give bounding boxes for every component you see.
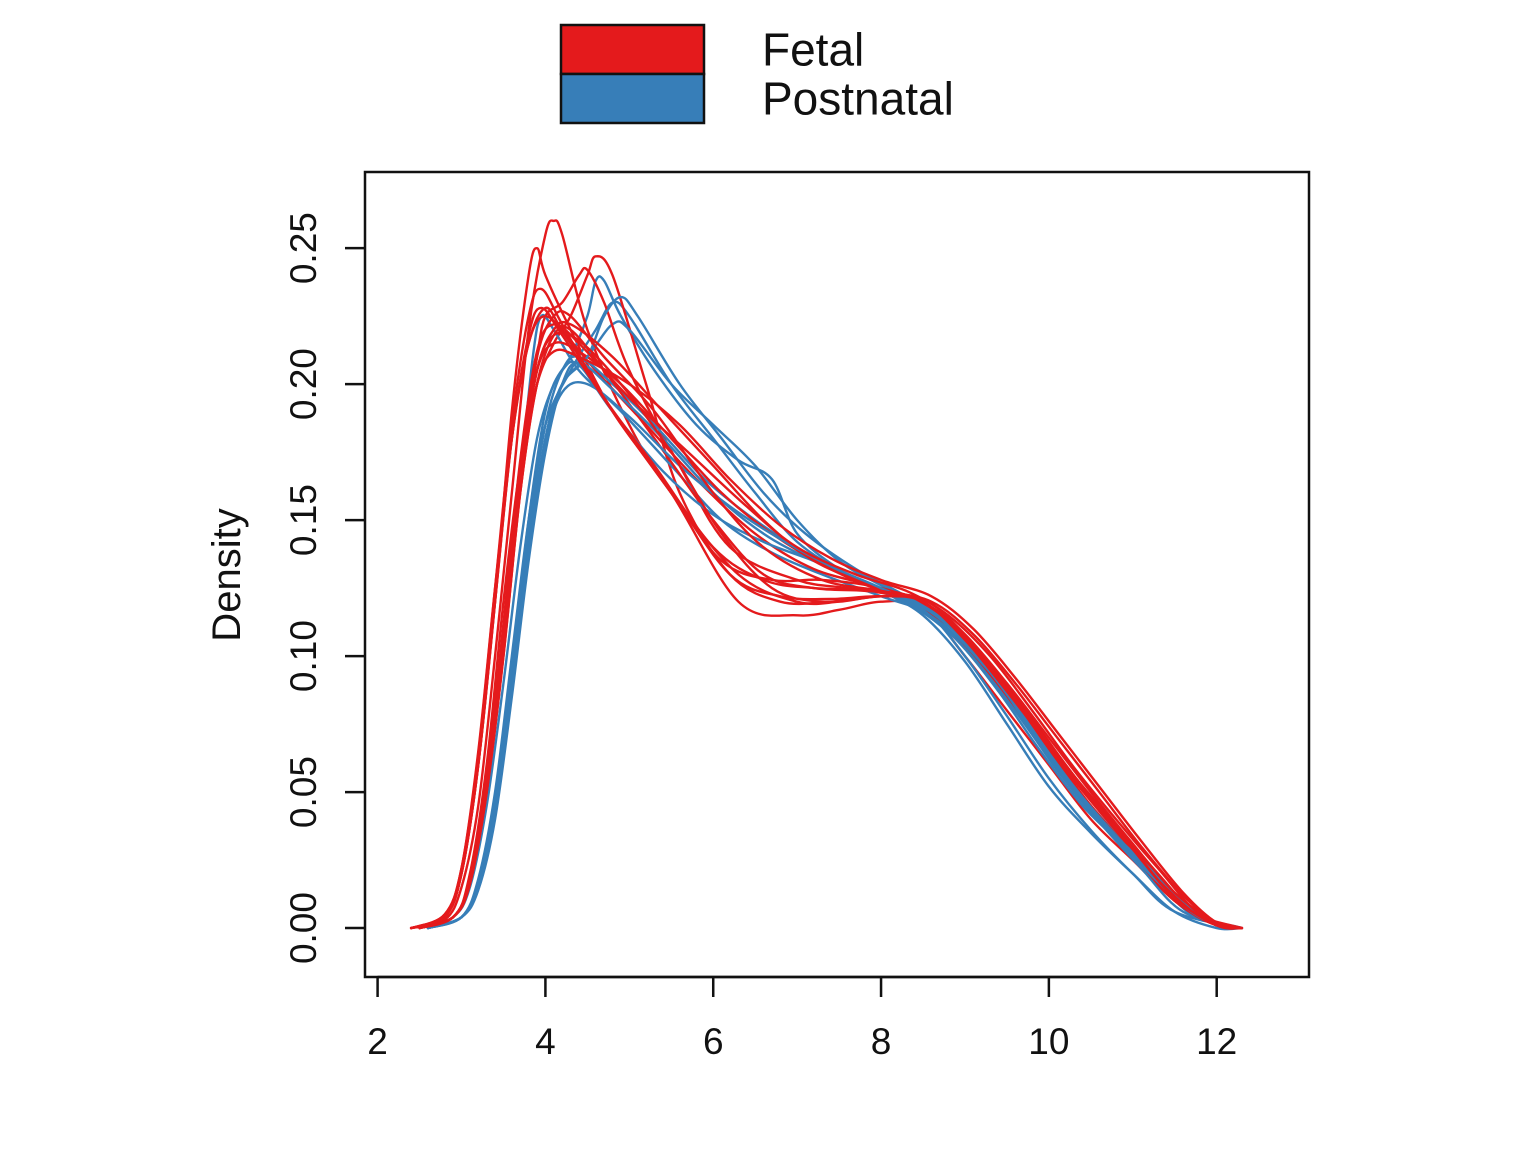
density-curves xyxy=(409,219,1244,931)
density-curve-fetal xyxy=(418,331,1244,930)
y-tick-label: 0.25 xyxy=(283,212,324,284)
density-curve-fetal xyxy=(409,306,1244,930)
legend-swatch-fetal xyxy=(559,23,706,76)
density-curve-postnatal xyxy=(426,381,1244,930)
x-tick-label: 4 xyxy=(535,1021,556,1062)
y-tick-label: 0.10 xyxy=(283,620,324,692)
x-tick-label: 10 xyxy=(1028,1021,1069,1062)
axes: 2 4 6 8 10 12 0.00 0.05 0.10 0.15 0.20 0.25 xyxy=(283,212,1237,1062)
density-curve-fetal xyxy=(409,306,1244,930)
y-tick-label: 0.00 xyxy=(283,892,324,964)
density-curve-fetal xyxy=(418,348,1244,930)
legend-swatch-postnatal xyxy=(559,72,706,125)
density-curve-postnatal xyxy=(418,275,1244,931)
density-curve-postnatal xyxy=(426,360,1244,930)
y-tick-label: 0.15 xyxy=(283,484,324,556)
density-curve-fetal xyxy=(409,287,1244,930)
x-tick-label: 12 xyxy=(1196,1021,1237,1062)
x-tick-label: 2 xyxy=(367,1021,388,1062)
y-tick-label: 0.05 xyxy=(283,756,324,828)
legend-label-fetal: Fetal xyxy=(762,24,864,76)
x-tick-label: 8 xyxy=(871,1021,892,1062)
y-axis-label: Density xyxy=(205,508,249,641)
legend-label-postnatal: Postnatal xyxy=(762,73,954,125)
y-tick-label: 0.20 xyxy=(283,348,324,420)
x-tick-label: 6 xyxy=(703,1021,724,1062)
